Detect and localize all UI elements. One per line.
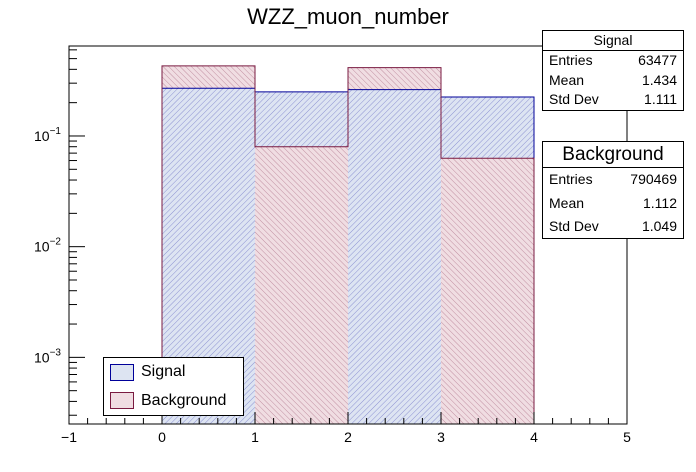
y-tick-label: 10−1 [34, 126, 61, 144]
outline-background [161, 65, 535, 424]
x-tick-label: 0 [158, 429, 166, 445]
stats-label: Entries [549, 171, 593, 187]
x-tick-label: 5 [623, 429, 631, 445]
stats-row-entries: Entries 63477 [543, 51, 683, 71]
stats-value: 1.434 [641, 71, 677, 88]
stats-row-mean: Mean 1.112 [543, 192, 683, 216]
stats-value: 1.049 [641, 218, 677, 234]
stats-row-entries: Entries 790469 [543, 168, 683, 192]
bar-signal-bin-2 [348, 89, 441, 425]
stats-value: 1.111 [644, 91, 677, 107]
bar-background-bin-3 [441, 158, 534, 425]
x-tick-label: 1 [251, 429, 259, 445]
x-tick-label: −1 [61, 429, 77, 445]
stats-label: Std Dev [549, 91, 599, 107]
legend-swatch-background [110, 392, 134, 410]
legend-swatch-signal [110, 363, 134, 381]
stats-background-title: Background [543, 142, 683, 168]
x-tick-label: 3 [437, 429, 445, 445]
legend-item-background: Background [104, 387, 243, 416]
x-tick-label: 4 [530, 429, 538, 445]
x-tick-label: 2 [344, 429, 352, 445]
stats-value: 790469 [630, 171, 677, 187]
legend: Signal Background [103, 357, 244, 416]
stats-signal-title: Signal [543, 31, 683, 51]
bar-background-bin-1 [255, 146, 348, 424]
chart-title: WZZ_muon_number [247, 4, 449, 29]
stats-label: Entries [549, 52, 593, 68]
stats-label: Mean [549, 194, 585, 211]
stats-value: 63477 [638, 52, 677, 68]
legend-label-signal: Signal [141, 363, 186, 381]
stats-value: 1.112 [643, 194, 677, 211]
stats-row-mean: Mean 1.434 [543, 71, 683, 91]
stats-row-stddev: Std Dev 1.049 [543, 215, 683, 239]
y-tick-label: 10−3 [34, 347, 61, 365]
stats-label: Std Dev [549, 218, 599, 234]
stats-row-stddev: Std Dev 1.111 [543, 90, 683, 110]
stats-box-signal: Signal Entries 63477 Mean 1.434 Std Dev … [542, 30, 684, 111]
legend-label-background: Background [141, 391, 227, 409]
stats-label: Mean [549, 71, 585, 88]
y-tick-label: 10−2 [34, 237, 61, 255]
stats-box-background: Background Entries 790469 Mean 1.112 Std… [542, 141, 684, 239]
legend-item-signal: Signal [104, 358, 243, 387]
